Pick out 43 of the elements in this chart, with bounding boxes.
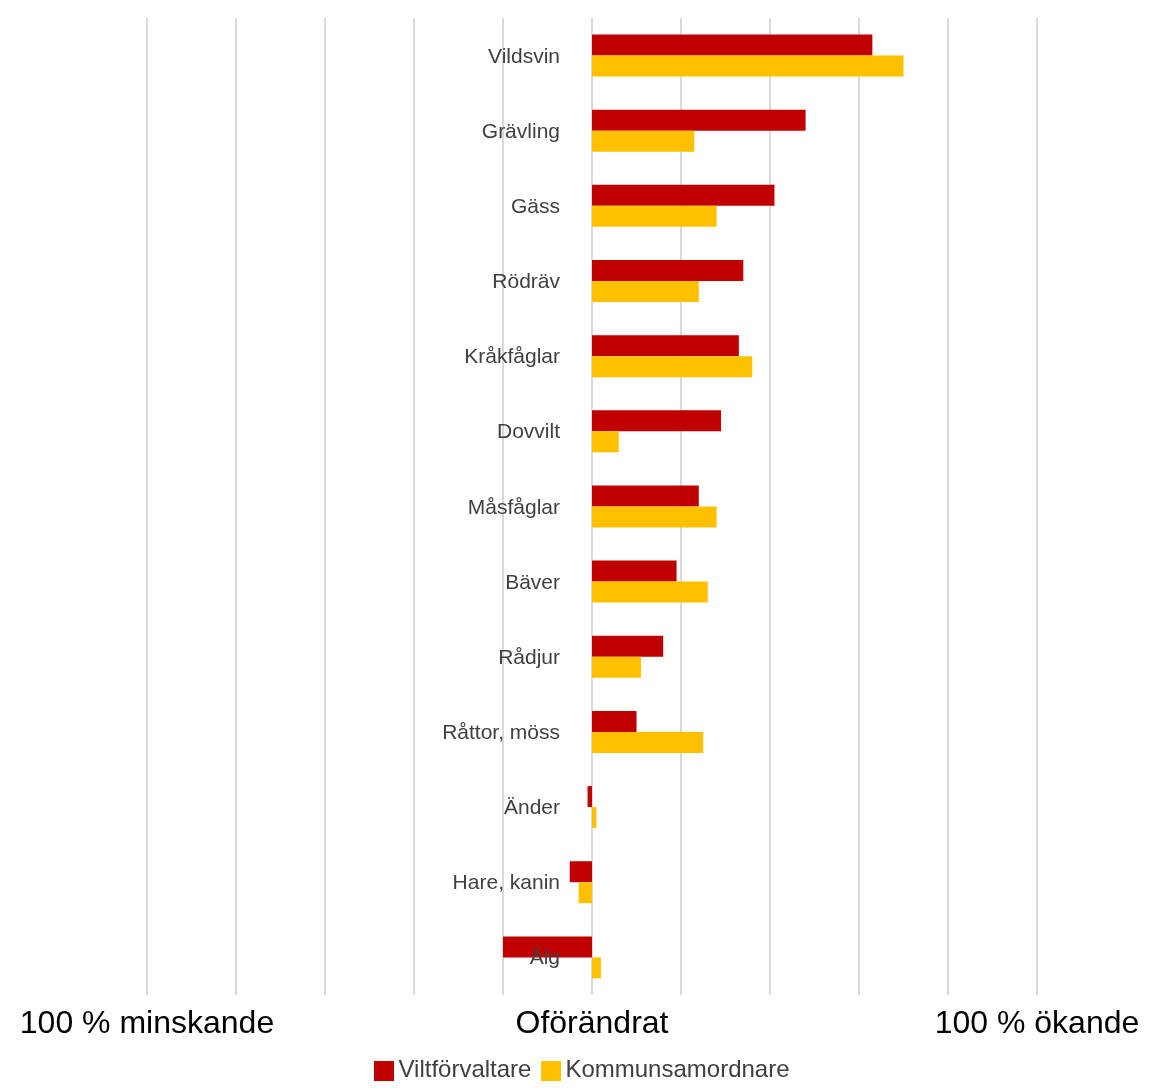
bar [592,635,664,657]
x-tick-label: 100 % minskande [19,1004,275,1040]
bar [592,109,806,131]
bar [592,356,753,378]
bar [592,184,775,206]
y-tick-label: Vildsvin [488,43,560,67]
y-tick-label: Gäss [510,193,560,217]
bar [592,335,739,357]
y-tick-label: Dovvilt [496,419,561,443]
y-tick-label: Rödräv [492,269,561,293]
y-tick-label: Hare, kanin [452,870,560,894]
bar [592,957,601,979]
bar [592,656,641,678]
bar [592,410,722,432]
y-tick-label: Rådjur [498,644,560,668]
x-tick-label: Oförändrat [515,1004,669,1040]
bar [578,882,592,904]
bar [592,485,699,507]
legend-label: Kommunsamordnare [565,1055,790,1082]
y-tick-label: Måsfåglar [467,494,561,518]
y-tick-label: Bäver [505,569,561,593]
y-tick-label: Grävling [481,118,560,142]
y-tick-label: Änder [503,795,560,819]
y-tick-label: Älg [529,945,560,969]
bar [592,560,677,582]
bar [592,710,637,732]
bar [592,807,597,829]
bar [569,861,592,883]
bar [592,581,708,603]
bar [592,55,904,77]
bar [592,731,704,753]
x-tick-label: 100 % ökande [934,1004,1140,1040]
legend-label: Viltförvaltare [398,1055,532,1082]
y-tick-label: Råttor, möss [442,719,560,743]
bar [592,281,699,302]
bar [592,260,744,281]
bar [587,786,592,808]
y-tick-label: Kråkfåglar [464,344,560,368]
bar [592,506,717,528]
bar [592,431,619,453]
bar [592,205,717,227]
bar [592,34,873,56]
bar [592,130,695,152]
